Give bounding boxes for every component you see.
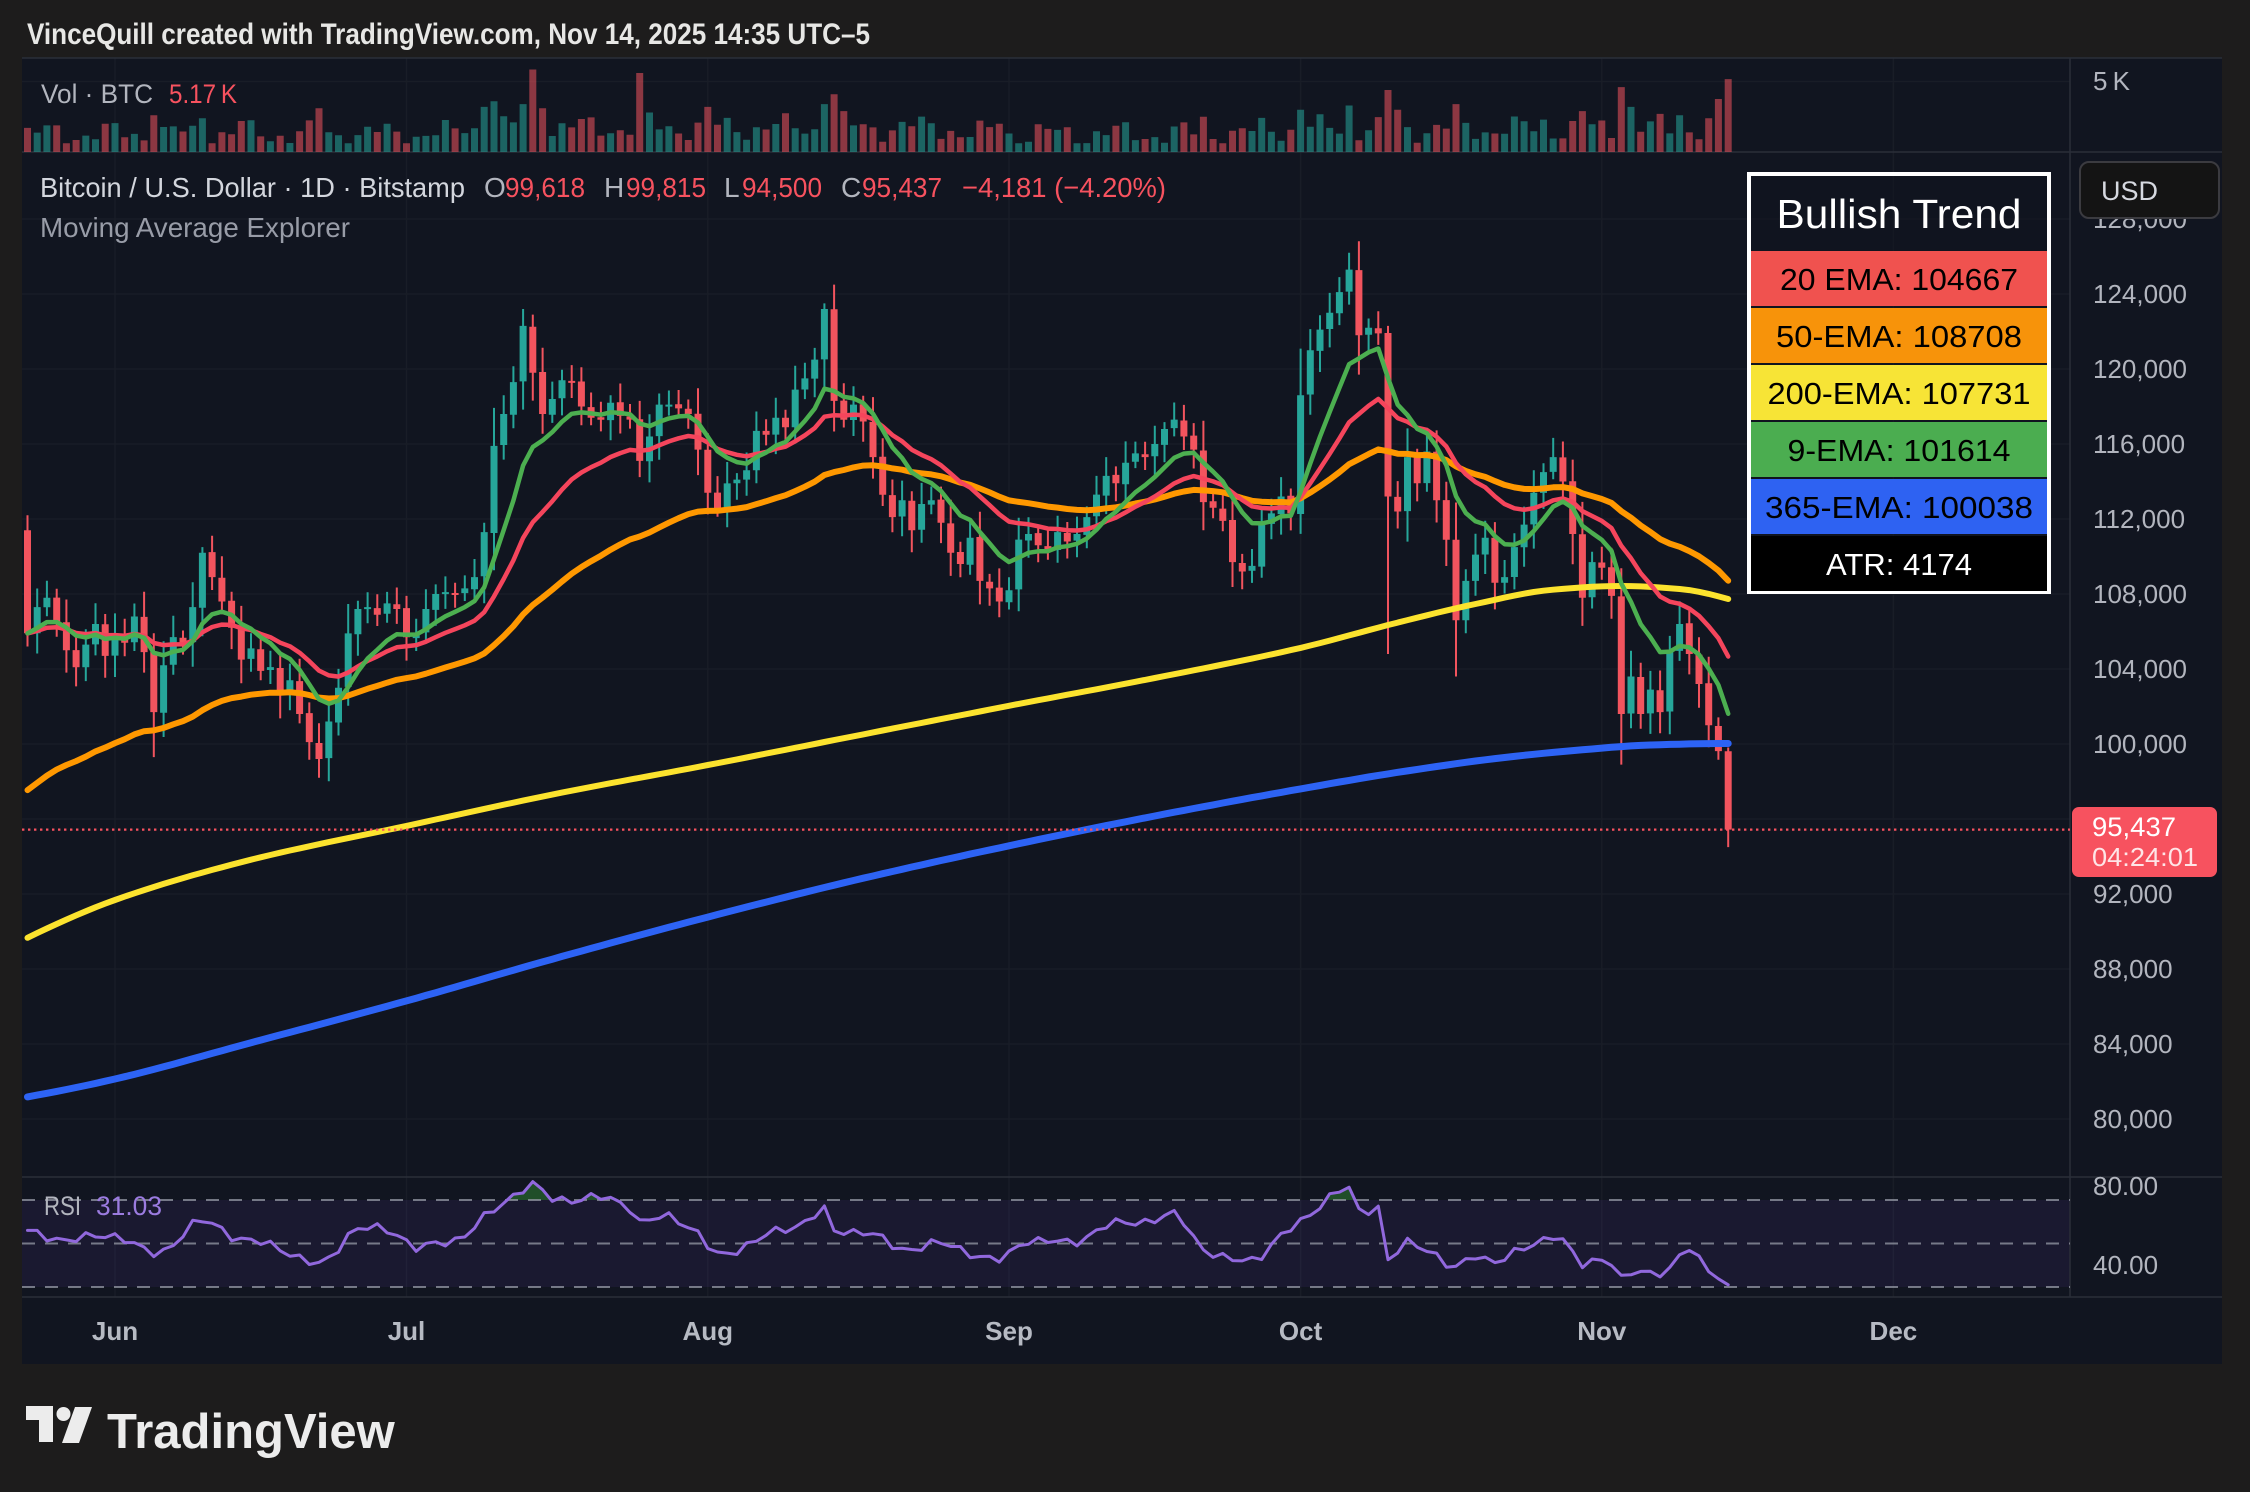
- svg-text:95,437: 95,437: [862, 172, 942, 203]
- svg-text:92,000: 92,000: [2093, 879, 2173, 909]
- svg-text:365-EMA: 100038: 365-EMA: 100038: [1765, 490, 2033, 525]
- svg-text:124,000: 124,000: [2093, 279, 2187, 309]
- svg-text:99,815: 99,815: [626, 172, 706, 203]
- svg-text:Aug: Aug: [683, 1316, 734, 1346]
- svg-text:9-EMA: 101614: 9-EMA: 101614: [1788, 433, 2011, 468]
- svg-text:84,000: 84,000: [2093, 1029, 2173, 1059]
- svg-text:Oct: Oct: [1279, 1316, 1323, 1346]
- svg-text:5 K: 5 K: [2093, 66, 2131, 96]
- svg-text:20 EMA: 104667: 20 EMA: 104667: [1780, 262, 2018, 297]
- svg-text:Moving Average Explorer: Moving Average Explorer: [40, 212, 350, 243]
- svg-text:L: L: [724, 172, 740, 203]
- svg-text:RSI: RSI: [44, 1191, 81, 1221]
- svg-text:Sep: Sep: [985, 1316, 1033, 1346]
- svg-text:USD: USD: [2101, 176, 2158, 206]
- svg-text:108,000: 108,000: [2093, 579, 2187, 609]
- svg-text:04:24:01: 04:24:01: [2092, 842, 2198, 872]
- svg-text:TradingView: TradingView: [107, 1405, 396, 1459]
- svg-text:Nov: Nov: [1577, 1316, 1627, 1346]
- svg-text:ATR: 4174: ATR: 4174: [1826, 547, 1972, 582]
- svg-text:120,000: 120,000: [2093, 354, 2187, 384]
- svg-text:80.00: 80.00: [2093, 1171, 2158, 1201]
- svg-text:O: O: [484, 172, 506, 203]
- svg-text:104,000: 104,000: [2093, 654, 2187, 684]
- svg-text:Vol · BTC: Vol · BTC: [41, 79, 153, 109]
- svg-text:40.00: 40.00: [2093, 1250, 2158, 1280]
- svg-text:5.17 K: 5.17 K: [169, 79, 237, 109]
- svg-text:112,000: 112,000: [2093, 504, 2185, 534]
- svg-text:VinceQuill created with Tradin: VinceQuill created with TradingView.com,…: [27, 18, 870, 51]
- svg-text:Jul: Jul: [388, 1316, 426, 1346]
- svg-text:88,000: 88,000: [2093, 954, 2173, 984]
- svg-text:99,618: 99,618: [505, 172, 585, 203]
- svg-text:Bitcoin / U.S. Dollar · 1D · B: Bitcoin / U.S. Dollar · 1D · Bitstamp: [40, 172, 465, 203]
- svg-text:94,500: 94,500: [742, 172, 822, 203]
- svg-text:Bullish Trend: Bullish Trend: [1777, 191, 2022, 237]
- svg-text:Jun: Jun: [92, 1316, 138, 1346]
- svg-text:−4,181 (−4.20%): −4,181 (−4.20%): [962, 172, 1166, 203]
- svg-text:116,000: 116,000: [2093, 429, 2185, 459]
- svg-text:100,000: 100,000: [2093, 729, 2187, 759]
- svg-text:200-EMA: 107731: 200-EMA: 107731: [1768, 376, 2031, 411]
- svg-text:80,000: 80,000: [2093, 1104, 2173, 1134]
- svg-text:C: C: [841, 172, 861, 203]
- svg-text:Dec: Dec: [1870, 1316, 1918, 1346]
- svg-text:31.03: 31.03: [96, 1191, 162, 1221]
- svg-text:H: H: [604, 172, 624, 203]
- svg-text:50-EMA: 108708: 50-EMA: 108708: [1776, 319, 2022, 354]
- svg-text:95,437: 95,437: [2092, 812, 2176, 842]
